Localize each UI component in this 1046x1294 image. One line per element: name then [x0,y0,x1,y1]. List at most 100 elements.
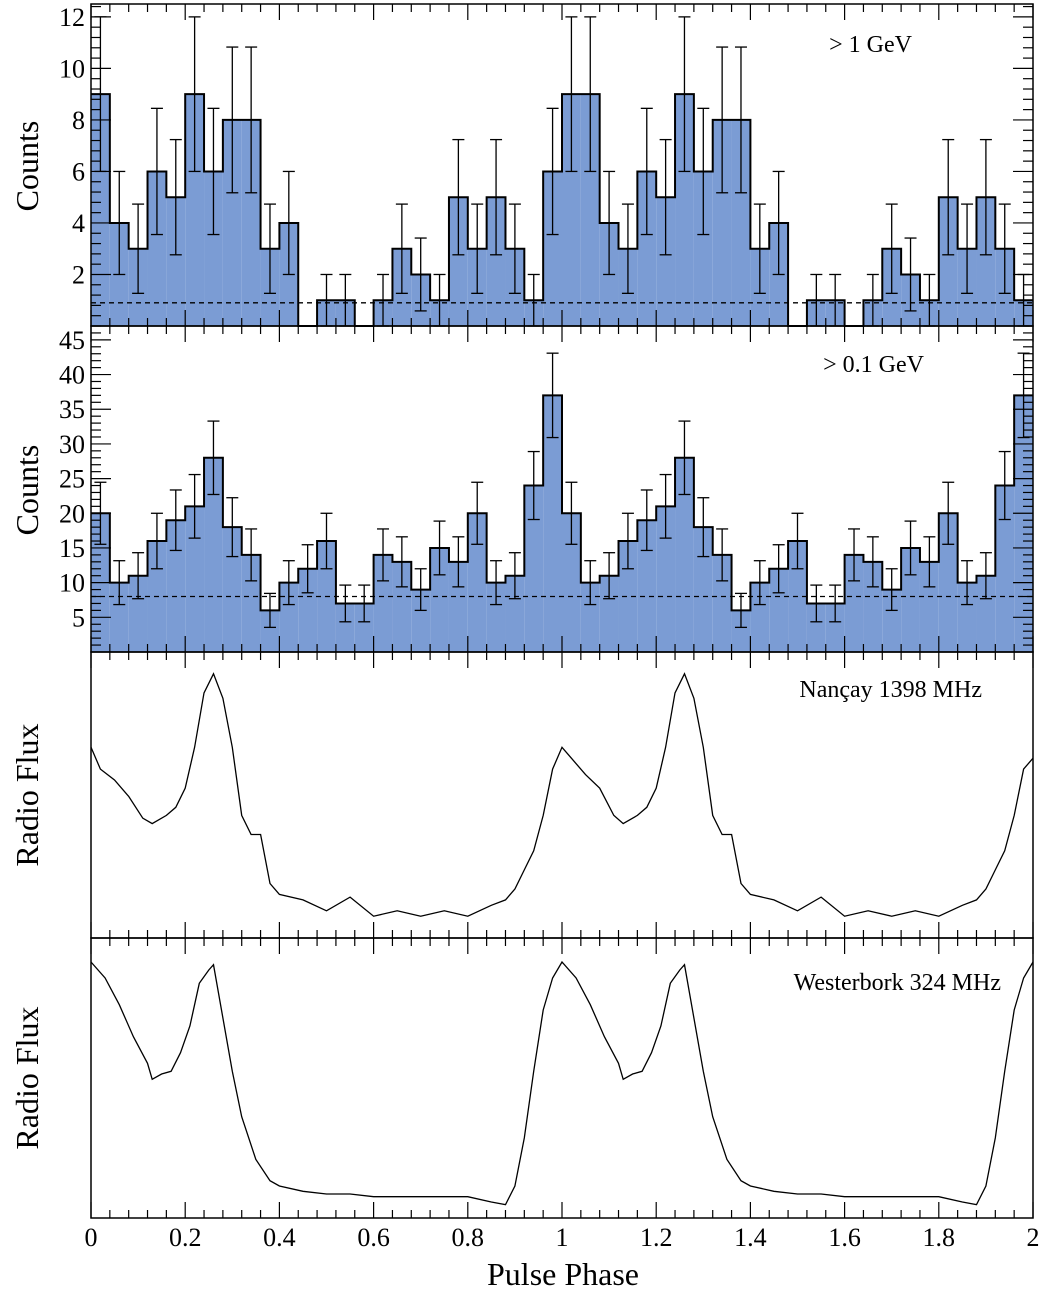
y-tick-label: 40 [59,361,85,390]
histogram-bar [524,485,544,652]
histogram-bar [562,94,581,326]
histogram-bar [448,197,468,326]
histogram-bar [675,94,694,326]
y-tick-label: 5 [72,603,85,632]
histogram-bar [731,119,751,326]
histogram-bar [354,603,374,652]
histogram-bar [241,119,261,326]
histogram-bar [637,520,657,652]
histogram-bar [1014,395,1033,652]
y-tick-label: 25 [59,465,85,494]
histogram-bar [260,610,280,652]
histogram-bar [543,395,562,652]
x-tick-label: 0.2 [169,1223,202,1252]
histogram-bar [938,197,958,326]
x-tick-label: 1.2 [640,1223,673,1252]
y-tick-label: 6 [72,157,85,186]
histogram-bar [279,582,299,652]
x-tick-label: 0.4 [263,1223,296,1252]
histogram-bar [919,561,939,652]
histogram-bar [599,575,619,652]
error-bars [91,16,1033,327]
histogram-bar [486,197,506,326]
histogram-bar [769,568,789,652]
histogram-bar [204,171,223,326]
histogram-bar [675,457,694,652]
y-tick-label: 30 [59,430,85,459]
histogram-bar [467,513,487,652]
y-tick-label: 10 [59,54,85,83]
histogram-bar [505,575,525,652]
histogram-bar [825,603,845,652]
panel-nancay: Nançay 1398 MHz Radio Flux [9,651,1034,939]
histogram-bar [562,513,581,652]
y-axis-title: Counts [9,121,45,212]
histogram-bar [241,554,261,652]
histogram-bar [430,547,449,652]
panel-gev1: 2 4 6 8 10 12 > 1 GeV Counts [9,3,1034,327]
x-tick-label: 1 [556,1223,569,1252]
histogram-outline [91,93,1033,327]
histogram-bar [637,171,657,326]
y-axis-title: Radio Flux [9,1006,45,1149]
histogram-bar [901,547,920,652]
y-tick-label: 45 [59,326,85,355]
x-tick-label: 1.6 [828,1223,861,1252]
histogram-bar [693,527,713,652]
histogram-bars [91,94,1033,326]
y-tick-label: 8 [72,106,85,135]
histogram-bar [806,603,826,652]
histogram-bar [656,197,676,326]
histogram-bar [731,610,751,652]
y-tick-label: 2 [72,260,85,289]
y-tick-label: 4 [72,209,85,238]
histogram-bar [976,575,996,652]
histogram-bar [693,171,713,326]
x-tick-label: 1.4 [734,1223,767,1252]
y-axis-title: Counts [9,445,45,536]
histogram-bar [580,582,600,652]
histogram-bar [656,506,676,652]
histogram-bar [128,575,148,652]
histogram-bar [976,197,996,326]
histogram-bar [222,119,242,326]
histogram-outline [91,394,1033,612]
radio-profile-line [90,672,1034,917]
y-tick-label: 15 [59,534,85,563]
panel-westerbork: Westerbork 324 MHz Radio Flux [9,937,1034,1219]
panel-frame [90,937,1034,1219]
histogram-bar [147,171,167,326]
energy-label: > 1 GeV [829,32,913,58]
histogram-bar [166,197,186,326]
histogram-bar [543,171,562,326]
x-tick-label: 1.8 [923,1223,956,1252]
histogram-bar [448,561,468,652]
y-tick-label: 12 [59,3,85,32]
panel-gev01: 5 10 15 20 25 30 35 40 45 > 0.1 GeV Counts [9,325,1034,653]
x-tick-label: 0.6 [357,1223,390,1252]
histogram-bar [373,554,393,652]
histogram-bar [863,561,883,652]
x-axis-title: Pulse Phase [487,1256,639,1292]
y-tick-label: 10 [59,569,85,598]
telescope-label: Westerbork 324 MHz [794,970,1001,996]
y-tick-label: 20 [59,499,85,528]
x-tick-label: 2 [1027,1223,1040,1252]
histogram-bar [91,94,110,326]
x-tick-label: 0 [85,1223,98,1252]
telescope-label: Nançay 1398 MHz [799,677,982,703]
histogram-bar [712,554,732,652]
histogram-bar [185,506,205,652]
histogram-bar [957,582,977,652]
axis-ticks: 5 10 15 20 25 30 35 40 45 [59,325,1034,652]
histogram-bar [335,603,355,652]
histogram-bar [204,457,223,652]
histogram-bar [411,589,431,652]
histogram-bar [166,520,186,652]
y-tick-label: 35 [59,395,85,424]
histogram-bar [185,94,205,326]
histogram-bar [750,582,770,652]
histogram-bar [580,94,600,326]
histogram-bar [712,119,732,326]
